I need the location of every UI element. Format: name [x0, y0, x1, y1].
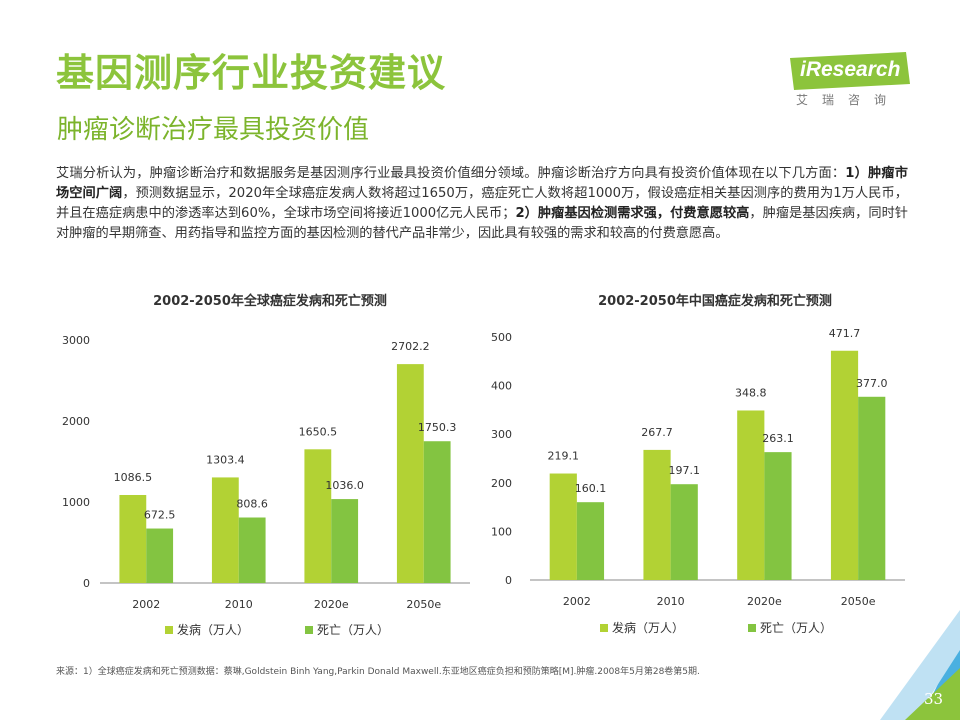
bar-death: [576, 502, 605, 580]
data-label: 471.7: [829, 327, 861, 340]
ytick-label: 400: [491, 380, 512, 393]
bar-incidence: [830, 350, 859, 580]
legend-swatch: [305, 626, 313, 634]
bar-death: [146, 528, 174, 583]
bar-incidence: [643, 449, 671, 580]
bar-death: [331, 499, 359, 583]
ytick-label: 1000: [62, 496, 90, 509]
bar-incidence: [396, 364, 424, 583]
analysis-paragraph: 艾瑞分析认为，肿瘤诊断治疗和数据服务是基因测序行业最具投资价值细分领域。肿瘤诊断…: [56, 164, 908, 244]
xtick-label: 2050e: [841, 595, 876, 608]
xtick-label: 2010: [225, 598, 253, 611]
xtick-label: 2020e: [314, 598, 349, 611]
data-label: 377.0: [856, 377, 888, 390]
paragraph-bold-2: 2）肿瘤基因检测需求强，付费意愿较高: [515, 206, 750, 221]
data-label: 672.5: [144, 509, 176, 522]
xtick-label: 2020e: [747, 595, 782, 608]
xtick-label: 2050e: [406, 598, 441, 611]
bar-death: [858, 396, 886, 580]
data-label: 1303.4: [206, 453, 245, 466]
xtick-label: 2010: [657, 595, 685, 608]
bar-incidence: [119, 494, 147, 583]
legend-label: 发病（万人）: [177, 622, 249, 637]
page-subtitle: 肿瘤诊断治疗最具投资价值: [57, 115, 370, 145]
ytick-label: 3000: [62, 334, 90, 347]
data-label: 2702.2: [391, 340, 430, 353]
paragraph-text-2: ，预测数据显示，2020年全球癌症发病人数将超过1650万，癌症死亡人数将超10…: [56, 186, 908, 221]
logo-cn-text: 艾瑞咨询: [796, 93, 901, 107]
data-label: 1036.0: [325, 479, 364, 492]
chart-title-china: 2002-2050年中国癌症发病和死亡预测: [598, 294, 832, 309]
legend-swatch: [165, 626, 173, 634]
data-label: 808.6: [236, 498, 268, 511]
bar-incidence: [549, 473, 577, 580]
data-label: 160.1: [575, 482, 607, 495]
data-label: 197.1: [668, 464, 700, 477]
bar-incidence: [737, 410, 765, 580]
page-title: 基因测序行业投资建议: [56, 51, 447, 95]
xtick-label: 2002: [563, 595, 591, 608]
bar-incidence: [304, 449, 332, 583]
data-label: 1650.5: [299, 425, 338, 438]
legend-label: 死亡（万人）: [760, 621, 832, 635]
bar-death: [670, 484, 698, 580]
ytick-label: 200: [491, 477, 512, 490]
data-label: 348.8: [735, 386, 767, 399]
bar-death: [764, 452, 792, 580]
legend-swatch: [748, 624, 756, 632]
ytick-label: 500: [491, 331, 512, 344]
legend-swatch: [600, 624, 608, 632]
data-label: 1750.3: [418, 421, 457, 434]
data-label: 1086.5: [114, 471, 153, 484]
legend-label: 发病（万人）: [612, 620, 684, 635]
data-label: 219.1: [548, 450, 580, 463]
bar-incidence: [211, 477, 239, 583]
logo-banner-shape: [790, 52, 910, 90]
iresearch-logo: iResearch 艾瑞咨询: [790, 52, 920, 112]
legend-label: 死亡（万人）: [317, 623, 389, 637]
ytick-label: 2000: [62, 415, 90, 428]
ytick-label: 0: [83, 577, 90, 590]
paragraph-text-1: 艾瑞分析认为，肿瘤诊断治疗和数据服务是基因测序行业最具投资价值细分领域。肿瘤诊断…: [56, 166, 846, 181]
paragraph-text-3: ，肿瘤是基因疾病，同时针对肿瘤的早期筛查、用药指导和监控方面的基因检测的替代产品…: [56, 206, 908, 241]
xtick-label: 2002: [132, 598, 160, 611]
source-note: 来源：1）全球癌症发病和死亡预测数据：蔡琳,Goldstein Binh Yan…: [56, 667, 700, 677]
data-label: 267.7: [641, 426, 673, 439]
chart-title-global: 2002-2050年全球癌症发病和死亡预测: [153, 294, 387, 309]
logo-text: iResearch: [800, 58, 901, 81]
ytick-label: 300: [491, 428, 512, 441]
paragraph-bold-1: 1）肿瘤市场空间广阔: [56, 166, 908, 201]
page-number: 33: [924, 690, 944, 708]
bar-death: [423, 441, 451, 583]
bar-death: [238, 517, 266, 583]
ytick-label: 100: [491, 525, 512, 538]
data-label: 263.1: [762, 432, 794, 445]
ytick-label: 0: [505, 574, 512, 587]
